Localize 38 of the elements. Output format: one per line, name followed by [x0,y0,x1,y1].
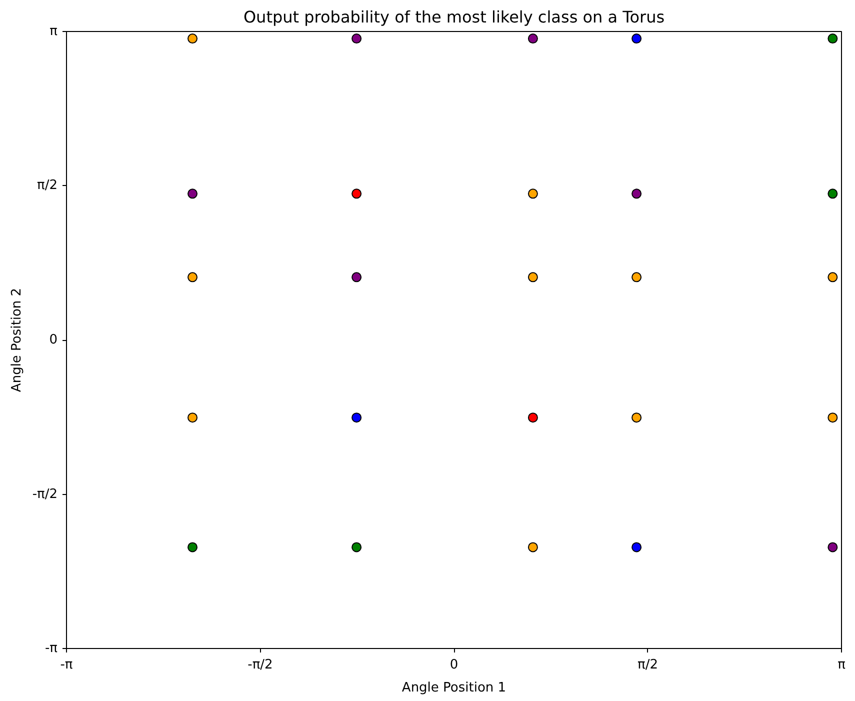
point [828,188,838,199]
point [828,412,838,423]
point [188,542,198,552]
x-tick-label: π [838,658,846,672]
point [352,188,362,199]
y-tick-label: -π [44,641,58,656]
y-axis-title: Angle Position 2 [9,288,24,392]
point [188,34,198,44]
x-tick-label: -π/2 [248,658,273,672]
point [352,272,362,282]
y-tick-label: 0 [49,332,58,348]
point [528,542,538,552]
point [828,542,838,552]
y-tick-label: -π/2 [32,486,58,502]
point [352,34,362,44]
point [632,188,642,199]
point [188,188,198,199]
point [528,272,538,282]
point [352,412,362,423]
x-tick-label: 0 [450,658,458,672]
point [188,272,198,282]
chart-title: Output probability of the most likely class on a Torus [243,8,665,26]
point [632,34,642,44]
point [828,34,838,44]
point [632,272,642,282]
x-tick-label: π/2 [638,658,658,672]
point [528,188,538,199]
y-tick-label: π/2 [37,178,58,194]
point [528,412,538,423]
point [352,542,362,552]
x-tick-label: -π [60,658,73,672]
point [828,272,838,282]
point [528,34,538,44]
point [632,412,642,423]
point [632,542,642,552]
x-axis-title: Angle Position 1 [402,680,506,696]
point [188,412,198,423]
y-tick-label: π [50,24,58,39]
